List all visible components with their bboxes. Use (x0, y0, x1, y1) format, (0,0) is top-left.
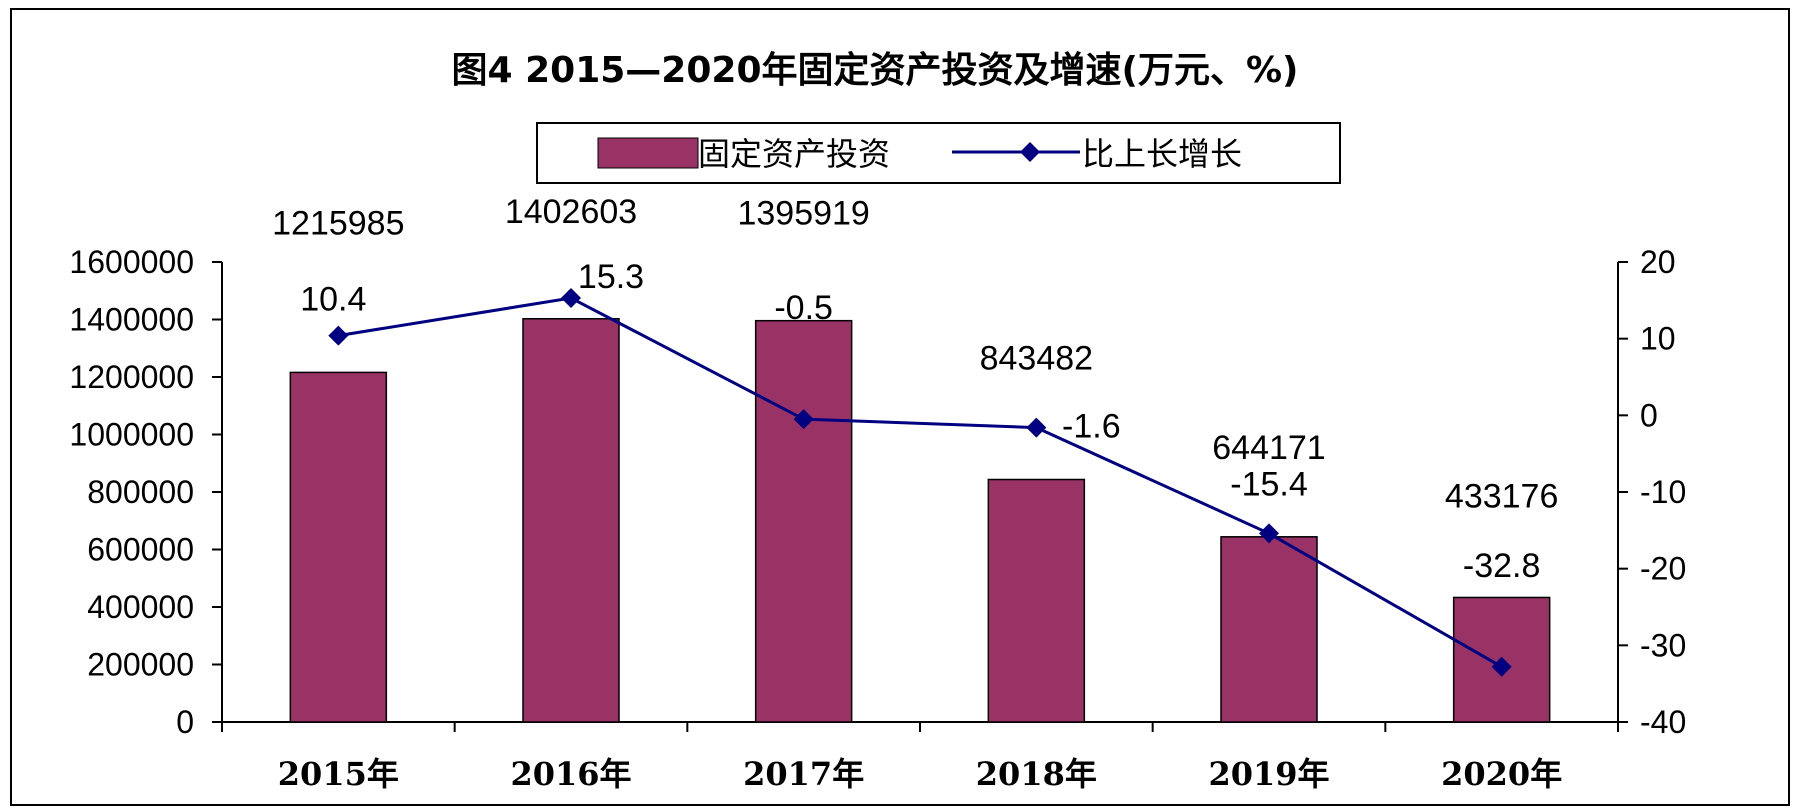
right-tick-label: 10 (1640, 321, 1676, 357)
legend-label-line: 比上长增长 (1082, 135, 1242, 173)
growth-value-label: -0.5 (774, 289, 833, 327)
growth-marker (793, 409, 814, 430)
bar (987, 478, 1086, 723)
growth-marker (1259, 523, 1279, 544)
x-tick-label: 2015年 (278, 755, 399, 793)
right-tick-label: -20 (1640, 551, 1686, 587)
growth-marker (561, 288, 581, 309)
x-tick-label: 2017年 (743, 755, 864, 793)
growth-value-label: 10.4 (300, 281, 366, 319)
left-tick-label: 0 (176, 704, 194, 740)
left-tick-label: 1000000 (69, 417, 194, 453)
bar-value-label: 433176 (1445, 477, 1558, 515)
bar-value-label: 644171 (1212, 429, 1325, 467)
left-tick-label: 1600000 (69, 244, 194, 280)
bar-value-label: 843482 (980, 339, 1093, 377)
bar-value-label: 1395919 (737, 195, 869, 233)
bar (289, 371, 388, 723)
growth-marker (1026, 417, 1047, 438)
bar-value-label: 1402603 (505, 193, 637, 231)
legend: 固定资产投资 比上长增长 (536, 122, 1341, 184)
bar (754, 319, 853, 723)
bar (1220, 536, 1318, 723)
chart-title: 图4 2015—2020年固定资产投资及增速(万元、%) (452, 50, 1299, 91)
growth-marker (1491, 656, 1512, 677)
x-tick-label: 2019年 (1208, 755, 1329, 793)
left-tick-label: 1200000 (69, 359, 194, 395)
x-tick-label: 2018年 (976, 755, 1097, 793)
right-tick-label: -10 (1640, 474, 1686, 510)
left-tick-label: 800000 (87, 474, 194, 510)
left-tick-label: 600000 (87, 532, 194, 568)
right-tick-label: 20 (1640, 244, 1676, 280)
right-tick-label: 0 (1640, 397, 1658, 433)
growth-line (338, 296, 1503, 669)
bar (522, 318, 620, 723)
growth-value-label: -15.4 (1230, 465, 1308, 503)
growth-marker (328, 325, 349, 346)
x-tick-label: 2020年 (1441, 755, 1562, 793)
bar-value-label: 1215985 (272, 204, 404, 242)
right-tick-label: -30 (1640, 627, 1686, 663)
growth-value-label: -32.8 (1463, 547, 1541, 585)
right-tick-label: -40 (1640, 704, 1686, 740)
plot-area: 0 200000 400000 600000 800000 1000000 1200000 1… (69, 193, 1686, 793)
legend-swatch-marker (1020, 142, 1040, 162)
left-tick-label: 200000 (87, 647, 194, 683)
growth-value-label: -1.6 (1062, 408, 1121, 446)
left-tick-label: 1400000 (69, 302, 194, 338)
left-tick-label: 400000 (87, 589, 194, 625)
growth-value-label: 15.3 (578, 258, 644, 296)
x-tick-label: 2016年 (510, 755, 631, 793)
legend-swatch-bar (597, 137, 699, 169)
legend-label-bar: 固定资产投资 (698, 135, 890, 173)
